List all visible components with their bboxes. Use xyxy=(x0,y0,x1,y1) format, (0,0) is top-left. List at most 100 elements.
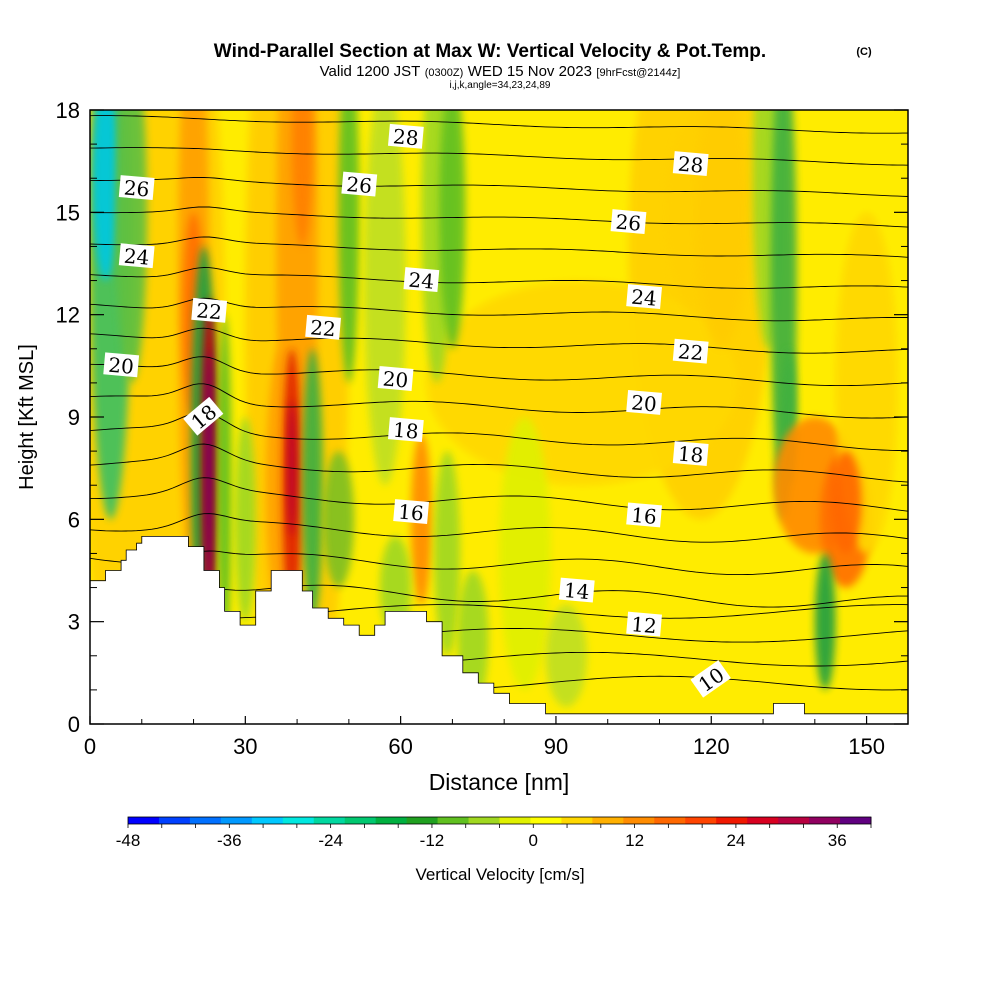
contour-label-text: 16 xyxy=(630,503,657,529)
theta-contour-26 xyxy=(90,206,908,228)
colorbar-tick-label: 24 xyxy=(726,831,745,850)
contour-label-box xyxy=(672,441,709,466)
contour-label-box xyxy=(672,151,709,177)
contour-label: 22 xyxy=(191,297,228,324)
colorbar-swatch xyxy=(499,817,531,824)
colorbar-tick-label: 36 xyxy=(828,831,847,850)
theta-contour-21 xyxy=(90,356,908,387)
theta-contour-17 xyxy=(90,477,908,512)
contour-label: 12 xyxy=(626,611,662,638)
valid-date: WED 15 Nov 2023 xyxy=(468,63,592,80)
colorbar-tick-label: -36 xyxy=(217,831,242,850)
contour-label-text: 20 xyxy=(107,353,134,379)
y-tick-label: 18 xyxy=(56,98,80,123)
contour-label-box xyxy=(672,338,709,364)
contour-label: 28 xyxy=(672,151,709,178)
theta-contour-24 xyxy=(90,267,908,289)
colorbar-swatch xyxy=(840,817,872,824)
colorbar-swatch xyxy=(313,817,346,824)
velocity-cell xyxy=(338,110,360,383)
contour-label-box xyxy=(118,243,155,269)
colorbar-swatch xyxy=(778,817,810,824)
contour-label-text: 16 xyxy=(397,499,424,525)
x-tick-label: 60 xyxy=(388,734,412,759)
contour-label-box xyxy=(118,175,155,200)
velocity-cell xyxy=(545,604,588,707)
contour-label-text: 24 xyxy=(408,268,435,294)
velocity-cell xyxy=(302,348,323,622)
x-tick-label: 30 xyxy=(233,734,257,759)
contour-label: 24 xyxy=(118,243,155,270)
colorbar-swatch xyxy=(623,817,655,824)
contour-label-box xyxy=(610,209,647,235)
colorbar-swatch xyxy=(220,817,253,824)
velocity-cell xyxy=(364,110,406,486)
chart-subtitle: Valid 1200 JST (0300Z) WED 15 Nov 2023 [… xyxy=(320,63,681,80)
contour-label-box xyxy=(558,577,595,603)
contour-label-text: 24 xyxy=(123,244,150,270)
contour-label: 18 xyxy=(672,441,709,468)
y-tick-label: 12 xyxy=(56,303,80,328)
contour-label-text: 26 xyxy=(615,210,642,236)
contour-label-box xyxy=(403,267,440,293)
velocity-cell xyxy=(439,110,466,349)
velocity-cell xyxy=(322,451,355,588)
colorbar-tick-label: -24 xyxy=(318,831,343,850)
velocity-cell xyxy=(814,553,836,690)
contour-label-text: 28 xyxy=(677,152,704,178)
contour-label-text: 28 xyxy=(392,124,419,150)
contour-label-box xyxy=(690,660,731,698)
y-axis-label: Height [Kft MSL] xyxy=(16,344,38,490)
y-tick-label: 3 xyxy=(68,610,80,635)
contour-label-text: 26 xyxy=(345,172,372,198)
x-tick-label: 90 xyxy=(544,734,568,759)
colorbar-swatch xyxy=(158,817,191,824)
contour-label: 16 xyxy=(393,499,429,526)
colorbar-swatch xyxy=(530,817,562,824)
theta-contour-22 xyxy=(90,327,908,354)
colorbar-swatch xyxy=(654,817,686,824)
theta-contour-28 xyxy=(90,147,908,166)
theta-contour-19 xyxy=(90,411,908,451)
velocity-cell xyxy=(695,110,748,349)
zulu-time: (0300Z) xyxy=(425,67,464,79)
contour-label-box xyxy=(377,366,414,391)
contour-label-box xyxy=(183,396,224,436)
contour-label-box xyxy=(626,611,662,637)
contour-label-box xyxy=(305,314,341,340)
x-tick-label: 120 xyxy=(693,734,730,759)
contour-label-text: 20 xyxy=(382,366,409,392)
colorbar-swatch xyxy=(561,817,593,824)
contour-label: 22 xyxy=(672,338,709,365)
colorbar-tick-label: 12 xyxy=(625,831,644,850)
contour-label-box xyxy=(387,417,424,443)
y-tick-label: 15 xyxy=(56,200,80,225)
theta-contour-18 xyxy=(90,443,908,483)
colorbar-swatch xyxy=(251,817,284,824)
colorbar-swatch xyxy=(128,817,160,824)
forecast-info: [9hrFcst@2144z] xyxy=(596,67,680,79)
colorbar: -48 -36 -24 -12 0 12 24 36 xyxy=(116,816,872,850)
contour-label: 28 xyxy=(387,123,424,150)
colorbar-swatch xyxy=(437,817,470,824)
x-tick-label: 0 xyxy=(84,734,96,759)
contour-label-box xyxy=(103,352,140,378)
contour-label: 22 xyxy=(305,314,341,341)
copyright-mark: (C) xyxy=(856,46,872,58)
contour-label-box xyxy=(393,499,429,524)
contour-label-text: 22 xyxy=(195,298,222,324)
contour-label-text: 24 xyxy=(630,285,657,311)
contour-label-text: 18 xyxy=(677,441,704,467)
terrain xyxy=(90,536,908,724)
x-tick-label: 150 xyxy=(848,734,885,759)
colorbar-swatch xyxy=(716,817,748,824)
chart-title: Wind-Parallel Section at Max W: Vertical… xyxy=(214,41,766,62)
contour-label: 20 xyxy=(377,366,414,393)
contour-label-box xyxy=(626,502,662,528)
colorbar-tick-label: -12 xyxy=(420,831,445,850)
velocity-cell xyxy=(217,314,232,656)
contour-label: 20 xyxy=(103,352,140,379)
theta-contour-27 xyxy=(90,176,908,197)
